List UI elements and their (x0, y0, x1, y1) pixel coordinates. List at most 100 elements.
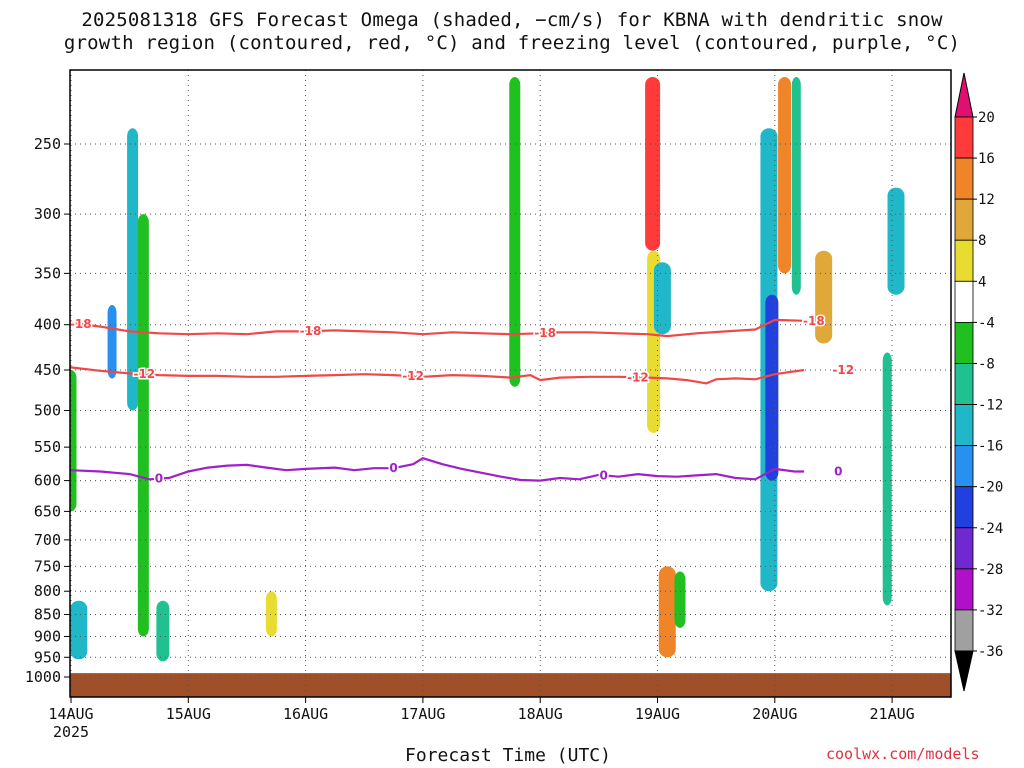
ground-fill (70, 673, 951, 697)
colorbar-label: -32 (978, 603, 1003, 619)
colorbar-band (954, 157, 974, 200)
omega-feature-7 (509, 76, 521, 387)
colorbar-label: -24 (978, 521, 1003, 537)
y-tick-label: 600 (34, 472, 61, 490)
contour-label--18: -18 (300, 324, 322, 338)
omega-feature-6 (265, 591, 277, 637)
colorbar-band (954, 568, 974, 611)
colorbar-over-triangle (954, 72, 974, 118)
omega-feature-16 (791, 76, 801, 295)
credit-text: coolwx.com/models (826, 745, 980, 763)
colorbar: 20 16 12 8 4 -4 -8 -12 -16 -20 -24 -28 -32 -36 (954, 72, 1003, 692)
colorbar-label: 8 (978, 233, 986, 249)
y-tick-label: 400 (34, 316, 61, 334)
colorbar-band (954, 527, 974, 570)
plot-frame (69, 69, 952, 698)
contour-label-0: 0 (389, 461, 397, 475)
colorbar-band (954, 280, 974, 323)
colorbar-label: 4 (978, 274, 986, 290)
omega-feature-4 (137, 214, 149, 637)
omega-feature-15 (778, 76, 792, 274)
contour-label--18: -18 (803, 314, 825, 328)
colorbar-label: -20 (978, 480, 1003, 496)
contour-line-0 (70, 457, 805, 482)
contour-label-0: 0 (834, 465, 842, 479)
omega-feature-18 (882, 352, 892, 606)
contour-line--12 (70, 366, 805, 385)
y-tick-label: 250 (34, 135, 61, 153)
grid-lines (70, 70, 951, 697)
chart-title-line-2: growth region (contoured, red, °C) and f… (63, 32, 961, 54)
colorbar-label: -4 (978, 315, 995, 331)
colorbar-band (954, 445, 974, 488)
colorbar-band (954, 486, 974, 529)
x-tick-label: 19AUG (635, 705, 680, 723)
colorbar-label: -16 (978, 439, 1003, 455)
ground-layer (70, 673, 951, 697)
omega-feature-3 (127, 128, 139, 411)
colorbar-under-triangle (954, 650, 974, 692)
colorbar-band (954, 321, 974, 364)
omega-feature-5 (156, 600, 170, 662)
colorbar-label: 20 (978, 110, 995, 126)
y-tick-label: 850 (34, 606, 61, 624)
omega-shading (70, 76, 905, 662)
omega-feature-11 (658, 566, 676, 658)
y-tick-label: 900 (34, 627, 61, 645)
y-tick-label: 350 (34, 264, 61, 282)
x-tick-label: 14AUG (48, 705, 93, 723)
x-tick-label: 18AUG (518, 705, 563, 723)
colorbar-band (954, 609, 974, 652)
y-tick-label: 650 (34, 502, 61, 520)
contour-label-0: 0 (600, 468, 608, 482)
contour-label--12: -12 (133, 367, 155, 381)
colorbar-band (954, 363, 974, 405)
y-axis: 250 300 350 400 450 500 550 600 650 700 750 800 850 9… (25, 135, 70, 686)
contour-lines: -18 -18 -18 -18 -12 -12 -12 -12 0 0 0 0 (70, 312, 856, 487)
contour-label--18: -18 (534, 326, 556, 340)
contour-label--12: -12 (402, 369, 424, 383)
colorbar-label: -36 (978, 644, 1003, 660)
x-axis-label: Forecast Time (UTC) (405, 745, 611, 766)
x-tick-label: 15AUG (166, 705, 211, 723)
colorbar-band (954, 239, 974, 282)
y-tick-label: 450 (34, 361, 61, 379)
chart-title-line-1: 2025081318 GFS Forecast Omega (shaded, −… (81, 9, 943, 31)
colorbar-band (954, 404, 974, 447)
colorbar-band (954, 116, 974, 159)
colorbar-band (954, 198, 974, 241)
y-tick-label: 500 (34, 402, 61, 420)
contour-label--12: -12 (627, 370, 649, 384)
omega-feature-14 (765, 294, 779, 481)
colorbar-label: 16 (978, 151, 995, 167)
y-tick-label: 800 (34, 582, 61, 600)
y-tick-label: 750 (34, 557, 61, 575)
x-tick-sublabel: 2025 (53, 723, 89, 741)
omega-feature-17 (815, 250, 833, 344)
y-tick-label: 700 (34, 531, 61, 549)
x-tick-label: 20AUG (752, 705, 797, 723)
omega-feature-19 (887, 187, 905, 295)
omega-feature-2 (107, 304, 117, 379)
x-tick-label: 16AUG (283, 705, 328, 723)
colorbar-label: -12 (978, 398, 1003, 414)
omega-feature-12 (674, 571, 686, 628)
omega-feature-1 (70, 600, 88, 660)
contour-label-0: 0 (155, 472, 163, 486)
x-tick-label: 21AUG (870, 705, 915, 723)
plot-border (69, 69, 952, 698)
contour-label--12: -12 (832, 363, 854, 377)
colorbar-label: 12 (978, 192, 995, 208)
omega-feature-10 (653, 262, 671, 335)
colorbar-label: -28 (978, 562, 1003, 578)
contour-label--18: -18 (70, 317, 92, 331)
omega-feature-0 (70, 369, 77, 512)
y-tick-label: 950 (34, 648, 61, 666)
omega-feature-8 (645, 76, 661, 251)
y-tick-label: 550 (34, 438, 61, 456)
y-tick-label: 300 (34, 205, 61, 223)
x-tick-label: 17AUG (400, 705, 445, 723)
colorbar-label: -8 (978, 356, 995, 372)
